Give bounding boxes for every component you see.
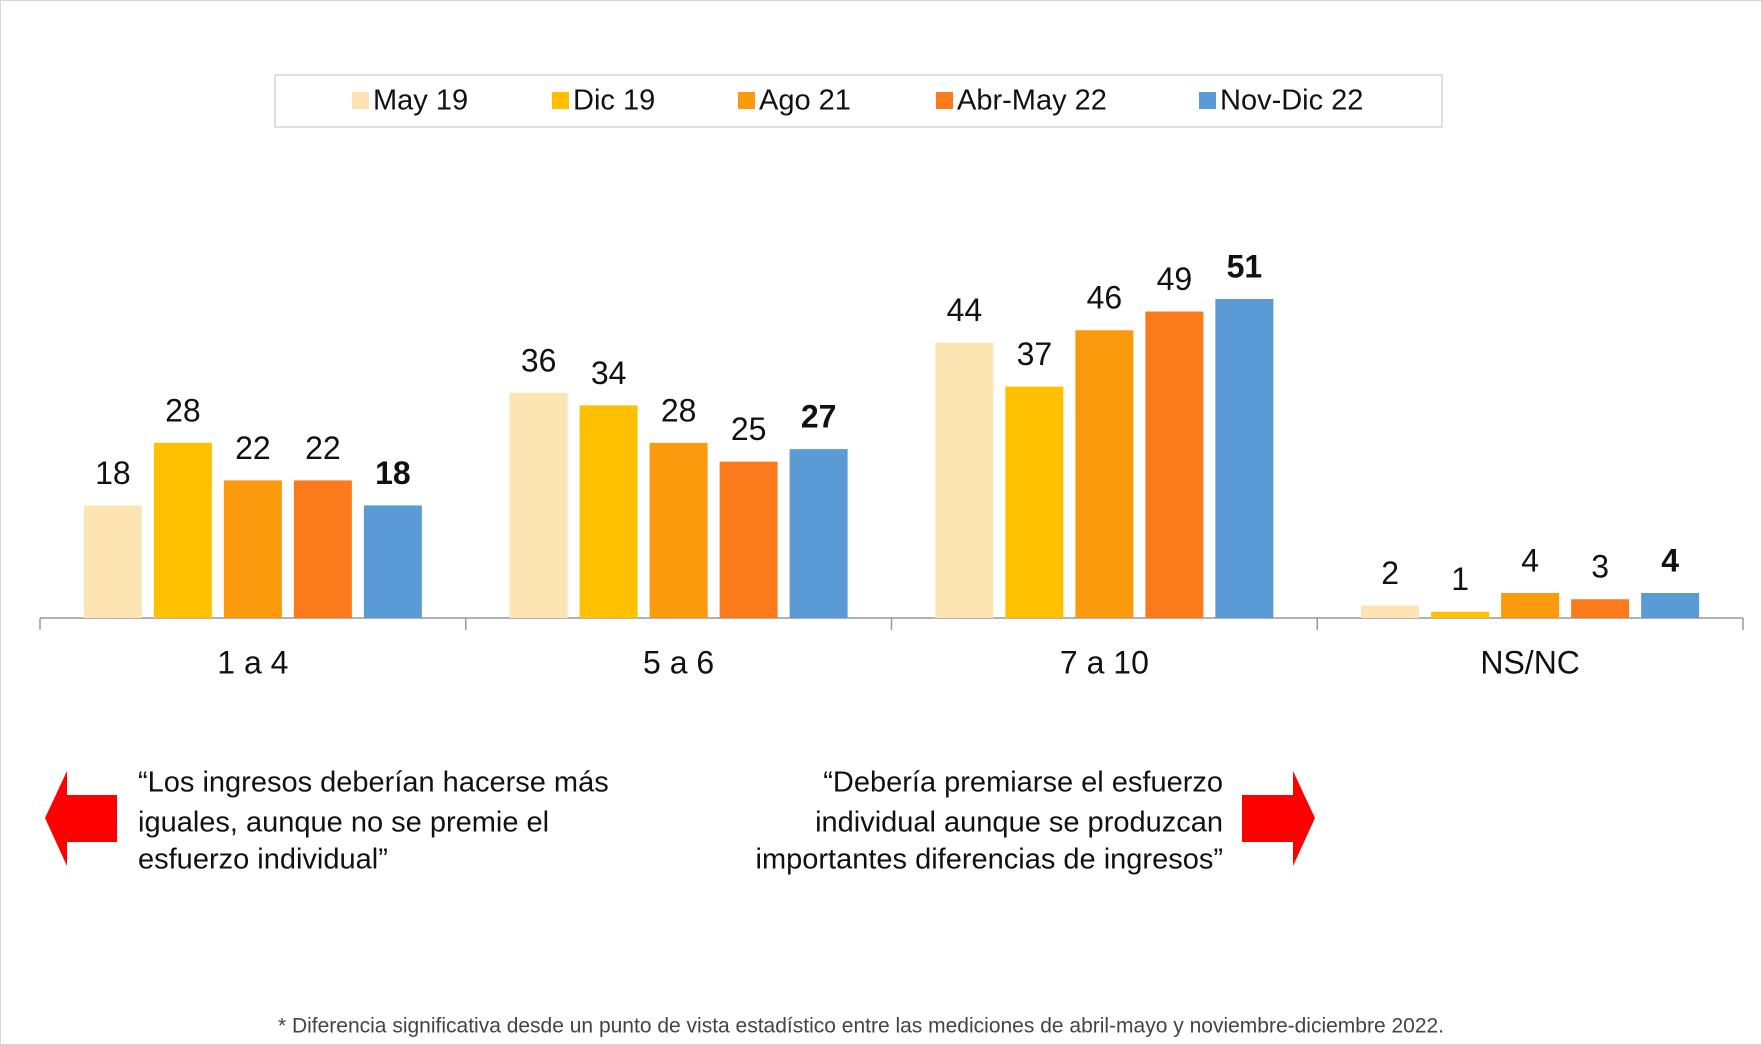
legend-swatch xyxy=(552,92,569,109)
value-label: 25 xyxy=(731,411,767,447)
x-tick-label: 7 a 10 xyxy=(1060,644,1149,680)
right-arrow xyxy=(1242,771,1315,866)
legend-label: Ago 21 xyxy=(759,85,851,117)
bar xyxy=(363,505,422,618)
legend-label: Abr-May 22 xyxy=(957,85,1107,117)
annotation-right: “Debería premiarse el esfuerzo xyxy=(823,767,1223,799)
bar xyxy=(1641,592,1700,618)
bar xyxy=(1361,605,1420,618)
legend-label: Dic 19 xyxy=(573,85,655,117)
bar xyxy=(1431,611,1490,618)
value-label: 49 xyxy=(1157,261,1193,297)
value-label: 3 xyxy=(1591,549,1609,585)
bar xyxy=(935,342,994,618)
value-label: 34 xyxy=(591,355,627,391)
value-label: 1 xyxy=(1451,561,1469,597)
bar xyxy=(1215,299,1274,618)
value-label: 51 xyxy=(1227,248,1263,284)
annotation-left: iguales, aunque no se premie el xyxy=(138,807,549,839)
legend-box xyxy=(274,74,1443,128)
footnote: * Diferencia significativa desde un punt… xyxy=(278,1015,1444,1038)
legend-swatch xyxy=(1199,92,1216,109)
bar xyxy=(83,505,142,618)
value-label: 37 xyxy=(1017,336,1053,372)
legend-label: Nov-Dic 22 xyxy=(1220,85,1363,117)
legend-swatch xyxy=(936,92,953,109)
left-arrow xyxy=(45,771,117,866)
bar xyxy=(293,480,352,618)
value-label: 27 xyxy=(801,399,837,435)
legend-swatch xyxy=(738,92,755,109)
bar xyxy=(1571,599,1630,618)
annotation-left: esfuerzo individual” xyxy=(138,844,388,876)
value-label: 4 xyxy=(1661,542,1679,578)
value-label: 4 xyxy=(1521,542,1539,578)
value-label: 22 xyxy=(235,430,271,466)
value-label: 18 xyxy=(95,455,131,491)
bar xyxy=(1005,386,1064,618)
annotation-left: “Los ingresos deberían hacerse más xyxy=(138,767,609,799)
bar xyxy=(153,442,212,618)
bar xyxy=(719,461,778,618)
bar xyxy=(579,405,638,618)
bar xyxy=(1145,311,1204,618)
bar xyxy=(509,392,568,618)
bar xyxy=(649,442,708,618)
value-label: 22 xyxy=(305,430,341,466)
value-label: 18 xyxy=(375,455,411,491)
value-label: 2 xyxy=(1381,555,1399,591)
value-label: 44 xyxy=(947,292,983,328)
legend-label: May 19 xyxy=(373,85,468,117)
bar xyxy=(1501,592,1560,618)
x-tick-label: 1 a 4 xyxy=(217,644,288,680)
value-label: 28 xyxy=(661,392,697,428)
bar xyxy=(223,480,282,618)
bar xyxy=(1075,330,1134,618)
legend-swatch xyxy=(352,92,369,109)
x-tick-label: 5 a 6 xyxy=(643,644,714,680)
x-tick-label: NS/NC xyxy=(1480,644,1580,680)
bar xyxy=(789,449,848,618)
value-label: 36 xyxy=(521,342,557,378)
value-label: 28 xyxy=(165,392,201,428)
value-label: 46 xyxy=(1087,280,1123,316)
annotation-right: importantes diferencias de ingresos” xyxy=(756,844,1223,876)
annotation-right: individual aunque se produzcan xyxy=(815,807,1223,839)
